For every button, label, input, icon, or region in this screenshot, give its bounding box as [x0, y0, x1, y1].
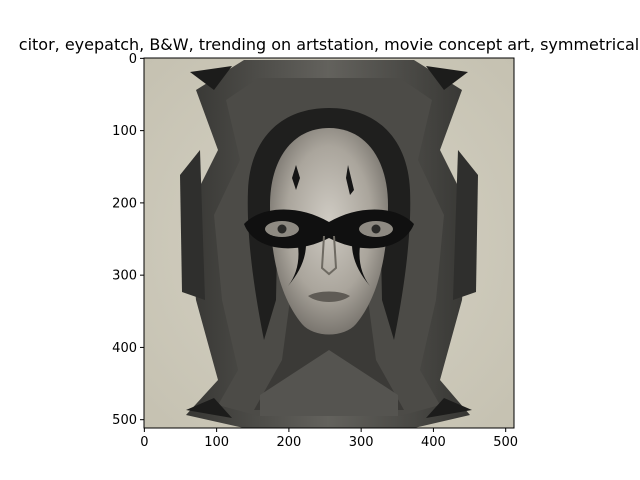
x-tick-label: 500 — [493, 435, 518, 450]
x-axis: 0 100 200 300 400 500 — [140, 428, 518, 450]
collar — [260, 350, 398, 416]
y-tick-label: 100 — [112, 124, 137, 139]
chart-title: citor, eyepatch, B&W, trending on artsta… — [19, 35, 639, 54]
y-tick-label: 400 — [112, 341, 137, 356]
image-area — [144, 58, 514, 428]
nose — [320, 235, 338, 276]
axes-frame — [143, 57, 515, 429]
forehead-mark-right — [346, 165, 354, 195]
eye-mask — [244, 209, 414, 286]
lips — [308, 291, 350, 302]
y-tick-label: 500 — [112, 413, 137, 428]
forehead-mark-left — [292, 165, 300, 190]
x-tick-label: 400 — [421, 435, 446, 450]
y-tick-label: 200 — [112, 196, 137, 211]
x-tick-label: 100 — [204, 435, 229, 450]
x-tick-label: 200 — [276, 435, 301, 450]
x-tick-label: 300 — [349, 435, 374, 450]
y-tick-label: 0 — [129, 52, 137, 67]
y-tick-label: 300 — [112, 269, 137, 284]
y-axis: 0 100 200 300 400 500 — [112, 52, 144, 428]
x-tick-label: 0 — [140, 435, 148, 450]
